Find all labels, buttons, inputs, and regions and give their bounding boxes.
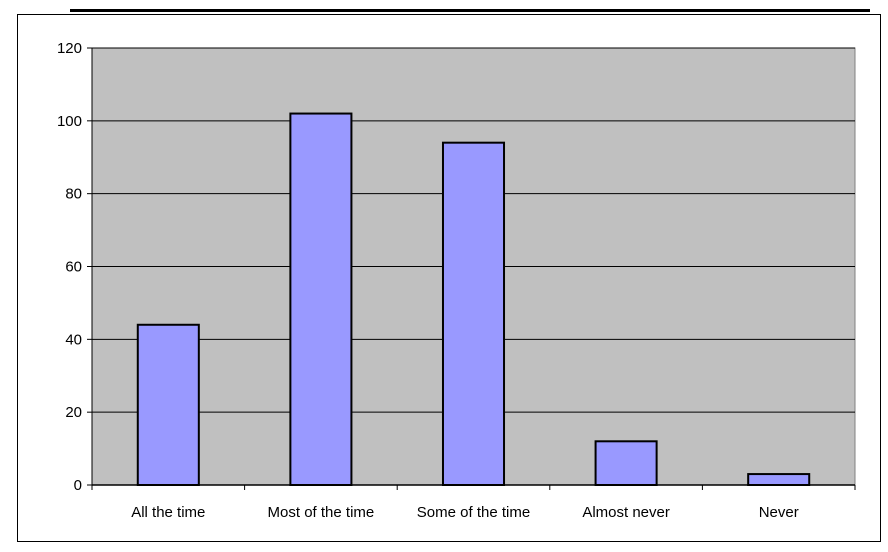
y-axis-ticks: 0 20 40 60 80 100 120 [57, 40, 92, 494]
y-tick-label: 120 [57, 40, 82, 57]
bar [747, 473, 811, 487]
y-tick-label: 40 [65, 331, 82, 348]
y-tick-label: 100 [57, 113, 82, 130]
x-tick-label: Never [759, 504, 799, 521]
x-tick-label: All the time [131, 504, 205, 521]
y-tick-label: 80 [65, 186, 82, 203]
bar [594, 440, 658, 486]
bar [441, 141, 506, 487]
y-tick-label: 0 [74, 477, 82, 494]
bar [136, 323, 200, 486]
x-tick-label: Most of the time [268, 504, 375, 521]
chart-border [17, 14, 881, 542]
x-axis-ticks: All the time Most of the time Some of the … [91, 485, 856, 521]
x-tick-label: Almost never [582, 504, 670, 521]
x-tick-label: Some of the time [417, 504, 530, 521]
bars [136, 112, 811, 487]
y-tick-label: 60 [65, 259, 82, 276]
top-rule [70, 9, 870, 12]
bar [289, 112, 353, 487]
y-tick-label: 20 [65, 404, 82, 421]
